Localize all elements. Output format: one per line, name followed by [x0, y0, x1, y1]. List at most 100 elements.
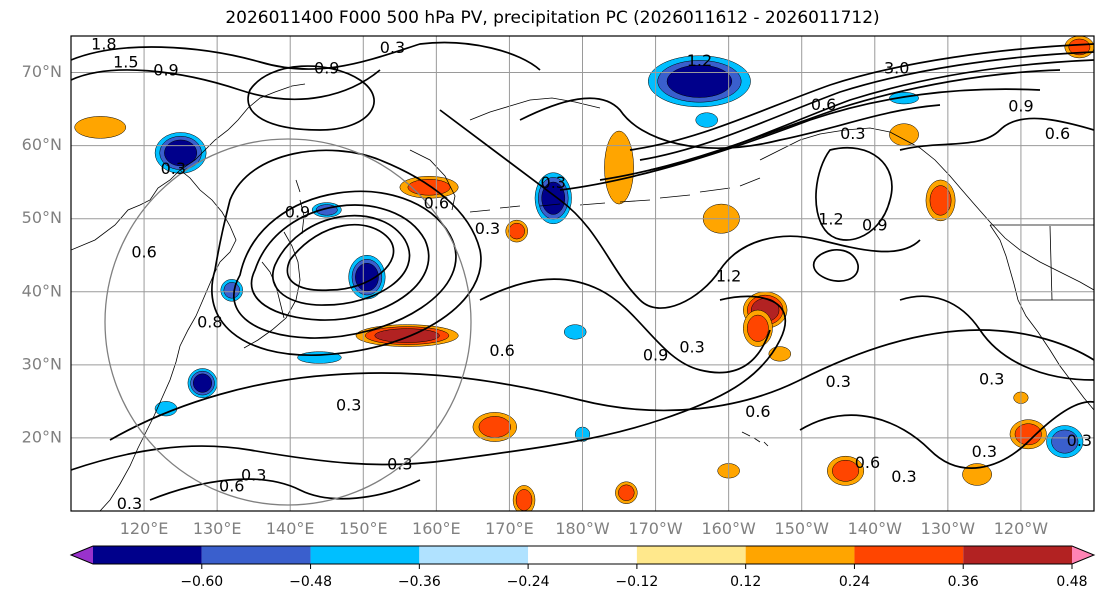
- longitude-labels: 120°E 130°E 140°E 150°E 160°E 170°E 180°W 170°W…: [120, 519, 1049, 538]
- lon-tick-label: 170°E: [485, 519, 534, 538]
- precip-patch: [1009, 419, 1047, 450]
- colorbar-swatch: [963, 546, 1072, 564]
- precip-level: [929, 185, 952, 216]
- pv-contour-low-2: [812, 248, 859, 282]
- contour-label: 0.9: [643, 346, 668, 365]
- contour-label: 0.9: [285, 202, 310, 221]
- colorbar-tick-label: −0.48: [289, 574, 332, 590]
- precip-level: [374, 328, 440, 343]
- precip-patch: [220, 279, 243, 302]
- colorbar-extend-min: [71, 546, 93, 564]
- lon-tick-label: 130°W: [921, 519, 976, 538]
- contour-label: 1.2: [716, 267, 741, 286]
- pv-contour-cutoff-3: [250, 204, 430, 321]
- precip-level: [832, 459, 860, 482]
- pv-contour-cutoff-5: [211, 149, 482, 356]
- pv-contour-jet-2: [639, 51, 1094, 161]
- contour-label: 0.3: [161, 159, 186, 178]
- precip-level: [1051, 429, 1079, 454]
- contour-label: 0.3: [117, 494, 142, 513]
- colorbar-tick-label: −0.12: [615, 574, 658, 590]
- precip-patch: [74, 116, 127, 139]
- pv-contour-jet-5: [559, 88, 1041, 191]
- colorbar-tick-label: −0.36: [398, 574, 441, 590]
- lon-tick-label: 180°W: [555, 519, 610, 538]
- contour-label: 0.6: [131, 243, 156, 262]
- contour-label: 0.3: [679, 338, 704, 357]
- precip-level: [604, 130, 634, 205]
- precip-patch: [311, 202, 342, 218]
- pv-contour-low: [815, 147, 893, 241]
- lon-tick-label: 160°W: [701, 519, 756, 538]
- coastlines: [71, 83, 1094, 511]
- chart-title: 2026011400 F000 500 hPa PV, precipitatio…: [225, 8, 880, 28]
- colorbar-swatch: [310, 546, 420, 564]
- contour-label: 0.3: [475, 219, 500, 238]
- precip-patch: [695, 112, 718, 128]
- contour-label: 0.9: [862, 216, 887, 235]
- precip-level: [1068, 38, 1091, 56]
- lat-tick-label: 40°N: [22, 281, 62, 300]
- coast-aleutians: [469, 177, 761, 213]
- precip-level: [478, 416, 511, 438]
- lat-tick-label: 50°N: [22, 208, 62, 227]
- contour-label: 0.6: [1045, 124, 1070, 143]
- precip-level: [618, 484, 635, 501]
- contour-label: 0.6: [489, 341, 514, 360]
- precip-level: [563, 324, 587, 340]
- precip-patch: [827, 455, 865, 486]
- precip-patch: [615, 481, 638, 504]
- precip-patch: [563, 324, 587, 340]
- contour-label: 0.8: [197, 313, 222, 332]
- contour-label: 0.3: [840, 124, 865, 143]
- lat-tick-label: 70°N: [22, 62, 62, 81]
- precip-patch: [154, 401, 178, 417]
- pv-contour-cutoff-4: [233, 190, 457, 339]
- colorbar-extend-max: [1072, 546, 1094, 564]
- contour-label: 1.8: [91, 34, 116, 53]
- contour-label: 0.3: [241, 465, 266, 484]
- pv-contour-east-2: [899, 117, 1094, 151]
- colorbar-tick-label: −0.24: [507, 574, 550, 590]
- precip-level: [154, 401, 178, 417]
- contour-label: 3.0: [884, 58, 909, 77]
- contour-label: 0.3: [541, 173, 566, 192]
- pv-contour-mid: [479, 278, 771, 374]
- colorbar-swatch: [93, 546, 202, 564]
- precipitation-shading: [74, 36, 1094, 511]
- contour-label: 0.3: [380, 38, 405, 57]
- precip-patch: [355, 324, 459, 347]
- precip-level: [695, 112, 718, 128]
- pv-contour-north-2: [71, 69, 381, 101]
- contour-label: 0.6: [219, 476, 244, 495]
- pv-contour-south-2: [71, 295, 787, 471]
- lon-tick-label: 150°E: [339, 519, 388, 538]
- border-us-canada: [990, 224, 1094, 301]
- contour-label: 0.6: [424, 194, 449, 213]
- lon-tick-label: 140°E: [266, 519, 315, 538]
- precip-level: [515, 489, 533, 511]
- colorbar-swatch: [745, 546, 855, 564]
- contour-label: 0.9: [314, 58, 339, 77]
- precip-level: [74, 116, 127, 139]
- colorbar-tick-label: −0.60: [180, 574, 223, 590]
- pv-contour-jet-4: [599, 69, 1061, 181]
- map-frame: [70, 35, 1095, 512]
- lon-tick-label: 170°W: [628, 519, 683, 538]
- precip-patch: [399, 176, 459, 199]
- lon-tick-label: 130°E: [193, 519, 242, 538]
- precip-level: [962, 463, 992, 486]
- pv-contour-cutoff-1: [286, 223, 395, 292]
- precip-level: [747, 314, 769, 342]
- latitude-labels: 70°N 60°N 50°N 40°N 30°N 20°N: [22, 62, 62, 446]
- contour-label: 0.3: [826, 372, 851, 391]
- contour-labels: 1.81.5 0.90.30.9 1.2 3.00.60.30.90.60.30.9 0…: [91, 34, 1092, 513]
- precip-level: [508, 222, 525, 240]
- precip-patch: [648, 55, 751, 108]
- contour-label: 0.3: [1067, 431, 1092, 450]
- contour-label: 1.2: [818, 210, 843, 229]
- precip-patch: [604, 130, 634, 205]
- precip-patch: [187, 368, 218, 398]
- pv-contour-north: [71, 41, 541, 71]
- lon-tick-label: 120°E: [120, 519, 169, 538]
